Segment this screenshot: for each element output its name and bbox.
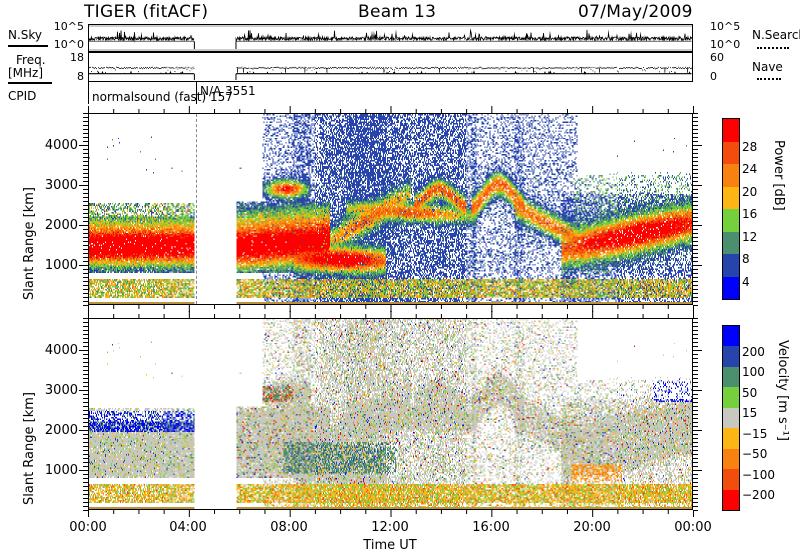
xtick-3: 12:00 [371,520,409,535]
freq-ytick-bottom: 8 [77,70,84,83]
velocity-cb-tick-200: 200 [742,345,765,359]
velocity-cb-tick-100: 100 [742,365,765,379]
power-ytick-1000: 1000 [44,258,78,273]
power-cb-tick-28: 28 [742,140,758,154]
colorbar-segment [723,186,739,209]
nsearch-right-label: N.Search [752,28,800,42]
colorbar-segment [723,489,739,510]
nave-right-label: Nave [752,60,783,74]
colorbar-segment [723,469,739,490]
freq-ytick-top: 18 [70,51,84,64]
xtick-1: 04:00 [169,520,207,535]
velocity-y-axis-label: Slant Range [km] [22,392,37,505]
power-cb-tick-8: 8 [742,252,750,266]
power-y-axis-label: Slant Range [km] [22,187,37,300]
xtick-6: 00:00 [674,520,712,535]
velocity-heatmap-canvas [89,319,692,509]
colorbar-segment [723,326,739,347]
cpid-entry-1: N/A 3551 [200,84,256,98]
freq-series-canvas [89,53,692,81]
colorbar-segment [723,428,739,449]
power-cb-tick-16: 16 [742,207,758,221]
page-title: TIGER (fitACF) [84,2,209,22]
nsearch-ytick-top: 10^5 [710,20,741,33]
beam-label: Beam 13 [358,2,437,22]
velocity-ytick-3000: 3000 [44,383,78,398]
velocity-cb-tick-m200: −200 [742,488,775,502]
xtick-5: 20:00 [573,520,611,535]
velocity-colorbar [722,325,740,511]
freq-left-legend-line [8,82,52,84]
power-cb-tick-4: 4 [742,275,750,289]
nsky-left-label: N.Sky [8,28,43,42]
nsearch-right-legend-line [757,47,789,49]
nave-right-legend-line [757,78,781,80]
xtick-2: 08:00 [270,520,308,535]
colorbar-segment [723,164,739,187]
xtick-0: 00:00 [69,520,107,535]
colorbar-segment [723,366,739,388]
velocity-ytick-4000: 4000 [44,343,78,358]
power-cb-tick-20: 20 [742,185,758,199]
colorbar-segment [723,387,739,408]
velocity-cb-tick-m100: −100 [742,468,775,482]
nsky-left-legend-line [8,45,48,47]
velocity-cb-tick-m50: −50 [742,447,768,461]
velocity-colorbar-label: Velocity [m s⁻¹] [775,340,790,441]
velocity-cb-tick-15: 15 [742,406,758,420]
colorbar-segment [723,141,739,164]
colorbar-segment [723,231,739,254]
power-cb-tick-24: 24 [742,162,758,176]
power-heatmap-canvas [89,114,692,304]
x-axis-label: Time UT [363,538,417,553]
freq-left-label-2: [MHz] [8,66,44,80]
colorbar-segment [723,209,739,232]
colorbar-segment [723,346,739,367]
velocity-ytick-2000: 2000 [44,423,78,438]
power-colorbar [722,118,740,300]
power-colorbar-label: Power [dB] [771,140,786,211]
colorbar-segment [723,276,739,299]
colorbar-segment [723,448,739,470]
nave-ytick-top: 60 [710,51,724,64]
colorbar-segment [723,254,739,277]
freq-left-label-1: Freq. [16,53,46,67]
power-cb-tick-12: 12 [742,230,758,244]
cpid-tick-change [196,82,197,104]
velocity-ytick-1000: 1000 [44,463,78,478]
nave-ytick-bottom: 0 [710,70,717,83]
power-ytick-2000: 2000 [44,218,78,233]
power-cpid-boundary [196,114,197,304]
colorbar-segment [723,119,739,142]
colorbar-segment [723,407,739,429]
date-label: 07/May/2009 [578,2,693,22]
cpid-tick-start [88,82,89,104]
cpid-left-label: CPID [8,89,37,103]
power-ytick-4000: 4000 [44,138,78,153]
xtick-4: 16:00 [472,520,510,535]
power-ytick-3000: 3000 [44,178,78,193]
nsky-ytick-bottom: 10^0 [53,38,84,51]
nsearch-ytick-bottom: 10^0 [710,38,741,51]
velocity-cb-tick-50: 50 [742,386,758,400]
nsky-ytick-top: 10^5 [53,20,84,33]
nsky-series-canvas [89,25,692,51]
cpid-entry-0: normalsound (fast) 157 [92,90,233,104]
velocity-cb-tick-m15: −15 [742,427,768,441]
